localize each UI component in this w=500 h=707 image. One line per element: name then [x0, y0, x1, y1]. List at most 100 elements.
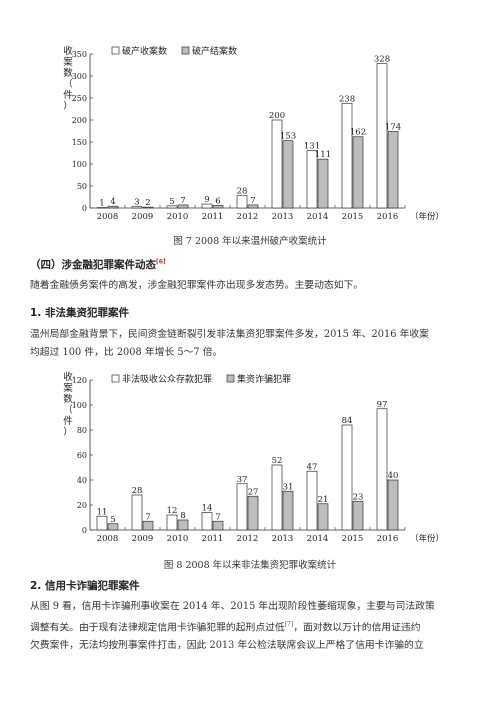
- bar-series-1: [376, 63, 388, 209]
- y-tick-label: 20: [77, 501, 87, 510]
- data-label: 2: [145, 198, 150, 208]
- y-axis-label-char: ）: [63, 100, 73, 112]
- data-label: 6: [215, 196, 220, 206]
- data-label: 7: [215, 512, 220, 522]
- bar-series-2: [177, 204, 189, 209]
- x-tick-label: 2015: [342, 212, 364, 222]
- paragraph-3-line-2b: ，面对数以万计的信用证违约: [293, 622, 421, 634]
- bar-series-1: [236, 195, 248, 209]
- x-tick-label: 2014: [307, 534, 329, 544]
- x-tick-label: 2012: [237, 534, 259, 544]
- bar-series-2: [247, 204, 259, 209]
- x-tick-label: 2011: [202, 212, 224, 222]
- y-tick-label: 60: [77, 451, 87, 460]
- y-axis-label-char: 案: [63, 56, 73, 68]
- data-label: 40: [388, 471, 399, 481]
- bar-series-2: [317, 503, 329, 531]
- y-tick-label: 100: [72, 401, 87, 410]
- y-axis-label-char: （: [63, 404, 73, 416]
- x-tick-label: 2016: [377, 534, 399, 544]
- section-4-title: （四）涉金融犯罪案件动态: [30, 259, 156, 271]
- paragraph-3-line-2: 调整有关。由于现有法律规定信用卡诈骗犯罪的起刑点过低[7]，面对数以万计的信用证…: [30, 616, 470, 637]
- y-axis-label-char: 数: [63, 67, 73, 79]
- x-axis-label: （年份）: [410, 533, 444, 544]
- y-axis-label-char: 数: [63, 393, 73, 405]
- bar-series-1: [166, 514, 178, 531]
- y-axis-label-char: ）: [63, 426, 73, 438]
- paragraph-3-line-1: 从图 9 看，信用卡诈骗刑事收案在 2014 年、2015 年出现阶段性萎缩现象…: [30, 601, 435, 612]
- data-label: 47: [307, 462, 318, 472]
- bar-series-2: [352, 500, 364, 531]
- data-label: 131: [304, 141, 320, 151]
- bar-series-2: [107, 205, 119, 209]
- data-label: 8: [180, 511, 185, 521]
- bar-series-2: [212, 520, 224, 531]
- bar-series-1: [376, 408, 388, 531]
- bar-series-1: [236, 483, 248, 531]
- x-tick-label: 2010: [167, 534, 189, 544]
- data-label: 3: [134, 198, 139, 208]
- x-tick-label: 2011: [202, 534, 224, 544]
- bar-series-1: [201, 512, 213, 531]
- data-label: 52: [272, 456, 283, 466]
- bar-series-1: [201, 203, 213, 209]
- bar-series-1: [166, 205, 178, 209]
- subsection-2-heading: 2. 信用卡诈骗犯罪案件: [30, 580, 140, 592]
- legend-label: 集资诈骗犯罪: [237, 373, 291, 385]
- paragraph-2-line-1: 温州局部金融背景下，民间资金链断裂引发非法集资犯罪案件多发，2015 年、201…: [30, 329, 429, 340]
- x-tick-label: 2013: [272, 212, 294, 222]
- data-label: 200: [269, 111, 285, 121]
- y-tick-label: 250: [72, 94, 87, 103]
- bar-series-1: [341, 102, 353, 209]
- paragraph-3-line-3: 欠费案件，无法均按刑事案件打击，因此 2013 年公检法联席会议上严格了信用卡诈…: [30, 640, 424, 652]
- paragraph-2: 温州局部金融背景下，民间资金链断裂引发非法集资犯罪案件多发，2015 年、201…: [30, 326, 470, 362]
- data-label: 1: [99, 199, 104, 209]
- y-tick-label: 350: [72, 50, 87, 59]
- subsection-1-heading: 1. 非法集资犯罪案件: [30, 307, 129, 319]
- bar-series-1: [306, 150, 318, 209]
- data-label: 21: [318, 495, 329, 505]
- figure-7-caption: 图 7 2008 年以来温州破产收案统计: [173, 236, 327, 247]
- data-label: 27: [248, 487, 259, 497]
- data-label: 5: [110, 515, 115, 525]
- footnote-marker: [6]: [156, 258, 166, 266]
- legend-swatch: [226, 374, 235, 383]
- footnote-marker: [7]: [284, 621, 294, 628]
- bar-series-1: [96, 515, 108, 531]
- bar-series-2: [107, 523, 119, 531]
- bar-series-1: [271, 464, 283, 531]
- y-tick-label: 0: [82, 526, 87, 535]
- data-label: 28: [132, 486, 143, 496]
- y-tick-label: 100: [72, 160, 87, 169]
- legend-label: 非法吸收公众存款犯罪: [122, 373, 212, 385]
- data-label: 12: [167, 506, 178, 516]
- bar-series-1: [341, 424, 353, 531]
- legend-swatch: [181, 46, 190, 55]
- bar-series-1: [96, 207, 108, 209]
- data-label: 37: [237, 475, 248, 485]
- paragraph-1-line: 随着金融债务案件的高发，涉金融犯罪案件亦出现多发态势。主要动态如下。: [30, 280, 364, 291]
- bar-series-2: [317, 158, 329, 209]
- data-label: 84: [342, 416, 353, 426]
- y-tick-label: 300: [72, 72, 87, 81]
- x-tick-label: 2014: [307, 212, 329, 222]
- x-axis-label: （年份）: [410, 211, 444, 222]
- data-label: 238: [339, 94, 355, 104]
- x-tick-label: 2013: [272, 534, 294, 544]
- data-label: 328: [374, 55, 390, 65]
- paragraph-1: 随着金融债务案件的高发，涉金融犯罪案件亦出现多发态势。主要动态如下。: [30, 277, 470, 295]
- paragraph-3-line-2a: 调整有关。由于现有法律规定信用卡诈骗犯罪的起刑点过低: [30, 622, 285, 634]
- bar-series-2: [212, 205, 224, 209]
- data-label: 9: [204, 195, 209, 205]
- legend-label: 破产收案数: [122, 45, 167, 57]
- data-label: 153: [280, 132, 296, 142]
- legend-label: 破产结案数: [192, 45, 237, 57]
- legend-swatch: [111, 46, 120, 55]
- bar-series-2: [387, 479, 399, 531]
- y-tick-label: 50: [77, 182, 87, 191]
- y-tick-label: 200: [72, 116, 87, 125]
- data-label: 174: [385, 122, 401, 132]
- bar-series-2: [282, 490, 294, 531]
- bar-series-1: [131, 494, 143, 531]
